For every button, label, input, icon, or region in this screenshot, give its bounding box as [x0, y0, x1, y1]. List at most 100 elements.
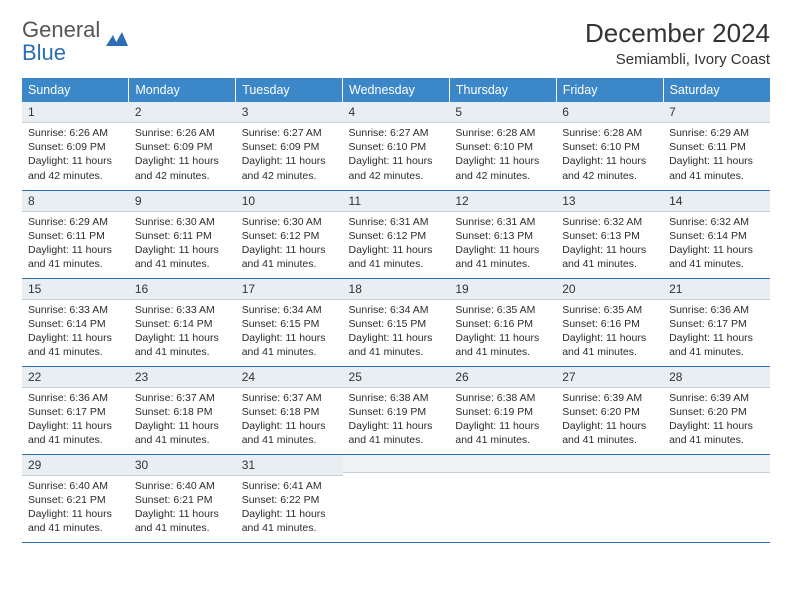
day-body: Sunrise: 6:27 AMSunset: 6:10 PMDaylight:… — [343, 123, 450, 187]
location-text: Semiambli, Ivory Coast — [585, 51, 770, 68]
calendar-cell: 24Sunrise: 6:37 AMSunset: 6:18 PMDayligh… — [236, 366, 343, 454]
day-number: 18 — [343, 279, 450, 300]
day-body: Sunrise: 6:35 AMSunset: 6:16 PMDaylight:… — [449, 300, 556, 364]
day-number-empty — [556, 455, 663, 473]
calendar-table: Sunday Monday Tuesday Wednesday Thursday… — [22, 78, 770, 543]
calendar-row: 22Sunrise: 6:36 AMSunset: 6:17 PMDayligh… — [22, 366, 770, 454]
logo-shape-icon — [106, 27, 128, 41]
calendar-cell — [556, 454, 663, 542]
day-number: 21 — [663, 279, 770, 300]
day-number: 19 — [449, 279, 556, 300]
day-body: Sunrise: 6:32 AMSunset: 6:14 PMDaylight:… — [663, 212, 770, 276]
day-number: 15 — [22, 279, 129, 300]
day-body: Sunrise: 6:29 AMSunset: 6:11 PMDaylight:… — [22, 212, 129, 276]
day-body-empty — [556, 473, 663, 523]
calendar-cell: 23Sunrise: 6:37 AMSunset: 6:18 PMDayligh… — [129, 366, 236, 454]
day-number: 5 — [449, 102, 556, 123]
day-number: 27 — [556, 367, 663, 388]
calendar-cell: 19Sunrise: 6:35 AMSunset: 6:16 PMDayligh… — [449, 278, 556, 366]
day-body: Sunrise: 6:37 AMSunset: 6:18 PMDaylight:… — [236, 388, 343, 452]
calendar-cell: 4Sunrise: 6:27 AMSunset: 6:10 PMDaylight… — [343, 102, 450, 190]
calendar-cell — [343, 454, 450, 542]
calendar-row: 1Sunrise: 6:26 AMSunset: 6:09 PMDaylight… — [22, 102, 770, 190]
day-body: Sunrise: 6:39 AMSunset: 6:20 PMDaylight:… — [663, 388, 770, 452]
day-body: Sunrise: 6:36 AMSunset: 6:17 PMDaylight:… — [663, 300, 770, 364]
calendar-cell: 8Sunrise: 6:29 AMSunset: 6:11 PMDaylight… — [22, 190, 129, 278]
day-number: 6 — [556, 102, 663, 123]
day-body: Sunrise: 6:34 AMSunset: 6:15 PMDaylight:… — [236, 300, 343, 364]
weekday-header: Tuesday — [236, 78, 343, 102]
calendar-cell — [663, 454, 770, 542]
day-body-empty — [343, 473, 450, 523]
day-number: 2 — [129, 102, 236, 123]
day-body: Sunrise: 6:29 AMSunset: 6:11 PMDaylight:… — [663, 123, 770, 187]
day-body-empty — [663, 473, 770, 523]
logo: GeneralBlue — [22, 18, 128, 64]
day-number: 26 — [449, 367, 556, 388]
calendar-cell: 12Sunrise: 6:31 AMSunset: 6:13 PMDayligh… — [449, 190, 556, 278]
day-number-empty — [343, 455, 450, 473]
calendar-cell: 5Sunrise: 6:28 AMSunset: 6:10 PMDaylight… — [449, 102, 556, 190]
calendar-row: 15Sunrise: 6:33 AMSunset: 6:14 PMDayligh… — [22, 278, 770, 366]
day-body: Sunrise: 6:26 AMSunset: 6:09 PMDaylight:… — [129, 123, 236, 187]
calendar-cell: 20Sunrise: 6:35 AMSunset: 6:16 PMDayligh… — [556, 278, 663, 366]
calendar-cell — [449, 454, 556, 542]
day-body: Sunrise: 6:30 AMSunset: 6:12 PMDaylight:… — [236, 212, 343, 276]
calendar-cell: 22Sunrise: 6:36 AMSunset: 6:17 PMDayligh… — [22, 366, 129, 454]
day-body: Sunrise: 6:36 AMSunset: 6:17 PMDaylight:… — [22, 388, 129, 452]
day-number: 8 — [22, 191, 129, 212]
day-body: Sunrise: 6:28 AMSunset: 6:10 PMDaylight:… — [449, 123, 556, 187]
page-header: GeneralBlue December 2024 Semiambli, Ivo… — [22, 18, 770, 68]
weekday-header: Saturday — [663, 78, 770, 102]
calendar-cell: 25Sunrise: 6:38 AMSunset: 6:19 PMDayligh… — [343, 366, 450, 454]
day-body: Sunrise: 6:27 AMSunset: 6:09 PMDaylight:… — [236, 123, 343, 187]
weekday-header: Friday — [556, 78, 663, 102]
calendar-cell: 16Sunrise: 6:33 AMSunset: 6:14 PMDayligh… — [129, 278, 236, 366]
day-number: 31 — [236, 455, 343, 476]
day-body: Sunrise: 6:40 AMSunset: 6:21 PMDaylight:… — [22, 476, 129, 540]
day-body: Sunrise: 6:35 AMSunset: 6:16 PMDaylight:… — [556, 300, 663, 364]
calendar-cell: 21Sunrise: 6:36 AMSunset: 6:17 PMDayligh… — [663, 278, 770, 366]
calendar-cell: 13Sunrise: 6:32 AMSunset: 6:13 PMDayligh… — [556, 190, 663, 278]
calendar-cell: 11Sunrise: 6:31 AMSunset: 6:12 PMDayligh… — [343, 190, 450, 278]
day-number: 13 — [556, 191, 663, 212]
day-number: 24 — [236, 367, 343, 388]
day-number: 29 — [22, 455, 129, 476]
weekday-header: Wednesday — [343, 78, 450, 102]
day-number: 25 — [343, 367, 450, 388]
day-body: Sunrise: 6:41 AMSunset: 6:22 PMDaylight:… — [236, 476, 343, 540]
weekday-header-row: Sunday Monday Tuesday Wednesday Thursday… — [22, 78, 770, 102]
calendar-cell: 18Sunrise: 6:34 AMSunset: 6:15 PMDayligh… — [343, 278, 450, 366]
day-body: Sunrise: 6:26 AMSunset: 6:09 PMDaylight:… — [22, 123, 129, 187]
calendar-cell: 15Sunrise: 6:33 AMSunset: 6:14 PMDayligh… — [22, 278, 129, 366]
day-body-empty — [449, 473, 556, 523]
day-number: 20 — [556, 279, 663, 300]
day-body: Sunrise: 6:33 AMSunset: 6:14 PMDaylight:… — [129, 300, 236, 364]
calendar-cell: 1Sunrise: 6:26 AMSunset: 6:09 PMDaylight… — [22, 102, 129, 190]
day-number: 22 — [22, 367, 129, 388]
calendar-cell: 14Sunrise: 6:32 AMSunset: 6:14 PMDayligh… — [663, 190, 770, 278]
day-body: Sunrise: 6:32 AMSunset: 6:13 PMDaylight:… — [556, 212, 663, 276]
day-body: Sunrise: 6:39 AMSunset: 6:20 PMDaylight:… — [556, 388, 663, 452]
logo-text-general: General — [22, 18, 100, 41]
day-number: 28 — [663, 367, 770, 388]
day-body: Sunrise: 6:28 AMSunset: 6:10 PMDaylight:… — [556, 123, 663, 187]
title-block: December 2024 Semiambli, Ivory Coast — [585, 18, 770, 68]
calendar-cell: 10Sunrise: 6:30 AMSunset: 6:12 PMDayligh… — [236, 190, 343, 278]
calendar-cell: 26Sunrise: 6:38 AMSunset: 6:19 PMDayligh… — [449, 366, 556, 454]
calendar-cell: 30Sunrise: 6:40 AMSunset: 6:21 PMDayligh… — [129, 454, 236, 542]
day-body: Sunrise: 6:34 AMSunset: 6:15 PMDaylight:… — [343, 300, 450, 364]
weekday-header: Monday — [129, 78, 236, 102]
weekday-header: Thursday — [449, 78, 556, 102]
calendar-row: 8Sunrise: 6:29 AMSunset: 6:11 PMDaylight… — [22, 190, 770, 278]
day-number: 1 — [22, 102, 129, 123]
day-number: 4 — [343, 102, 450, 123]
calendar-cell: 9Sunrise: 6:30 AMSunset: 6:11 PMDaylight… — [129, 190, 236, 278]
calendar-row: 29Sunrise: 6:40 AMSunset: 6:21 PMDayligh… — [22, 454, 770, 542]
day-number: 16 — [129, 279, 236, 300]
month-title: December 2024 — [585, 18, 770, 49]
day-body: Sunrise: 6:40 AMSunset: 6:21 PMDaylight:… — [129, 476, 236, 540]
calendar-cell: 28Sunrise: 6:39 AMSunset: 6:20 PMDayligh… — [663, 366, 770, 454]
calendar-cell: 3Sunrise: 6:27 AMSunset: 6:09 PMDaylight… — [236, 102, 343, 190]
day-number: 17 — [236, 279, 343, 300]
